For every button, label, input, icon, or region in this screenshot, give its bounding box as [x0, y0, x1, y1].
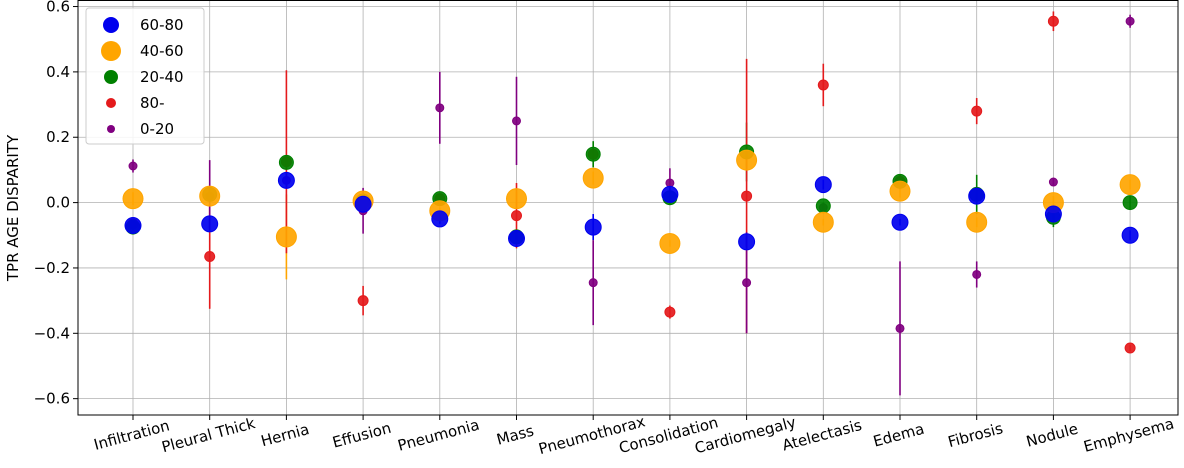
y-tick-label: −0.2: [34, 259, 70, 277]
x-tick-label: Effusion: [330, 419, 393, 452]
legend-marker: [101, 41, 121, 61]
data-point: [742, 278, 752, 288]
x-tick-label: Edema: [871, 420, 926, 451]
legend-label: 0-20: [140, 120, 174, 138]
y-tick-label: −0.6: [34, 390, 70, 408]
data-point: [275, 226, 297, 248]
y-tick-label: 0.2: [46, 128, 70, 146]
plot-frame: [77, 0, 1179, 416]
x-tick-label: Hernia: [259, 420, 311, 450]
legend: 60-80 40-60 20-40 80- 0-20: [85, 7, 205, 145]
data-point: [1121, 226, 1139, 244]
legend-marker: [103, 17, 119, 33]
data-point: [1048, 177, 1058, 187]
data-point: [1122, 195, 1138, 211]
y-axis-label: TPR AGE DISPARITY: [4, 134, 22, 282]
data-point: [199, 185, 221, 207]
data-point: [659, 232, 681, 254]
legend-marker: [106, 98, 116, 108]
data-point: [814, 176, 832, 194]
legend-marker: [107, 125, 115, 133]
x-tick-label: Nodule: [1024, 420, 1080, 451]
data-point: [889, 180, 911, 202]
data-point: [1047, 15, 1059, 27]
x-tick-label: Mass: [495, 422, 536, 449]
data-point: [278, 154, 294, 170]
data-point: [968, 187, 986, 205]
y-tick-label: 0.0: [46, 194, 70, 212]
data-point: [1044, 205, 1062, 223]
y-tick-label: 0.6: [46, 0, 70, 16]
data-point: [588, 278, 598, 288]
data-point: [506, 188, 527, 210]
data-point: [661, 185, 679, 203]
legend-marker: [104, 70, 118, 84]
data-point: [812, 211, 834, 233]
y-tick-label: 0.4: [46, 63, 70, 81]
data-point: [1119, 174, 1141, 196]
legend-label: 60-80: [140, 16, 184, 34]
data-point: [511, 210, 522, 222]
data-point: [204, 251, 216, 263]
data-point: [585, 146, 601, 162]
x-tick-label: Infiltration: [92, 416, 172, 453]
x-tick-label: Fibrosis: [946, 419, 1005, 451]
data-point: [895, 323, 905, 333]
data-point: [665, 178, 675, 188]
data-point: [435, 103, 445, 113]
data-point: [128, 161, 138, 171]
data-point: [582, 167, 604, 189]
data-point: [277, 171, 295, 189]
data-point: [512, 116, 521, 126]
data-point: [201, 215, 219, 233]
data-point: [124, 216, 142, 234]
y-axis: 0.6 0.4 0.2 0.0 −0.2 −0.4 −0.6: [34, 0, 78, 408]
data-point: [971, 105, 983, 117]
data-point: [738, 233, 756, 251]
data-point: [891, 213, 909, 231]
data-point: [815, 198, 831, 214]
data-point: [1124, 342, 1136, 354]
data-point: [431, 210, 449, 228]
data-point: [664, 306, 676, 318]
data-point: [972, 269, 982, 279]
data-point: [584, 218, 602, 236]
x-tick-label: Emphysema: [1082, 414, 1176, 455]
markers: [122, 15, 1141, 354]
data-point: [357, 295, 369, 307]
legend-label: 80-: [140, 94, 165, 112]
y-tick-label: −0.4: [34, 324, 70, 342]
data-point: [508, 230, 525, 248]
data-point: [1125, 16, 1135, 26]
data-point: [741, 190, 753, 202]
legend-label: 40-60: [140, 42, 184, 60]
data-point: [736, 149, 758, 171]
data-point: [122, 188, 144, 210]
legend-label: 20-40: [140, 68, 184, 86]
data-point: [354, 195, 372, 213]
x-tick-label: Pneumonia: [396, 416, 481, 455]
legend-box: [85, 7, 205, 145]
plot-background: [78, 0, 1178, 415]
x-tick-label: Pleural Thick: [160, 414, 258, 456]
data-point: [817, 79, 829, 91]
data-point: [966, 211, 988, 233]
